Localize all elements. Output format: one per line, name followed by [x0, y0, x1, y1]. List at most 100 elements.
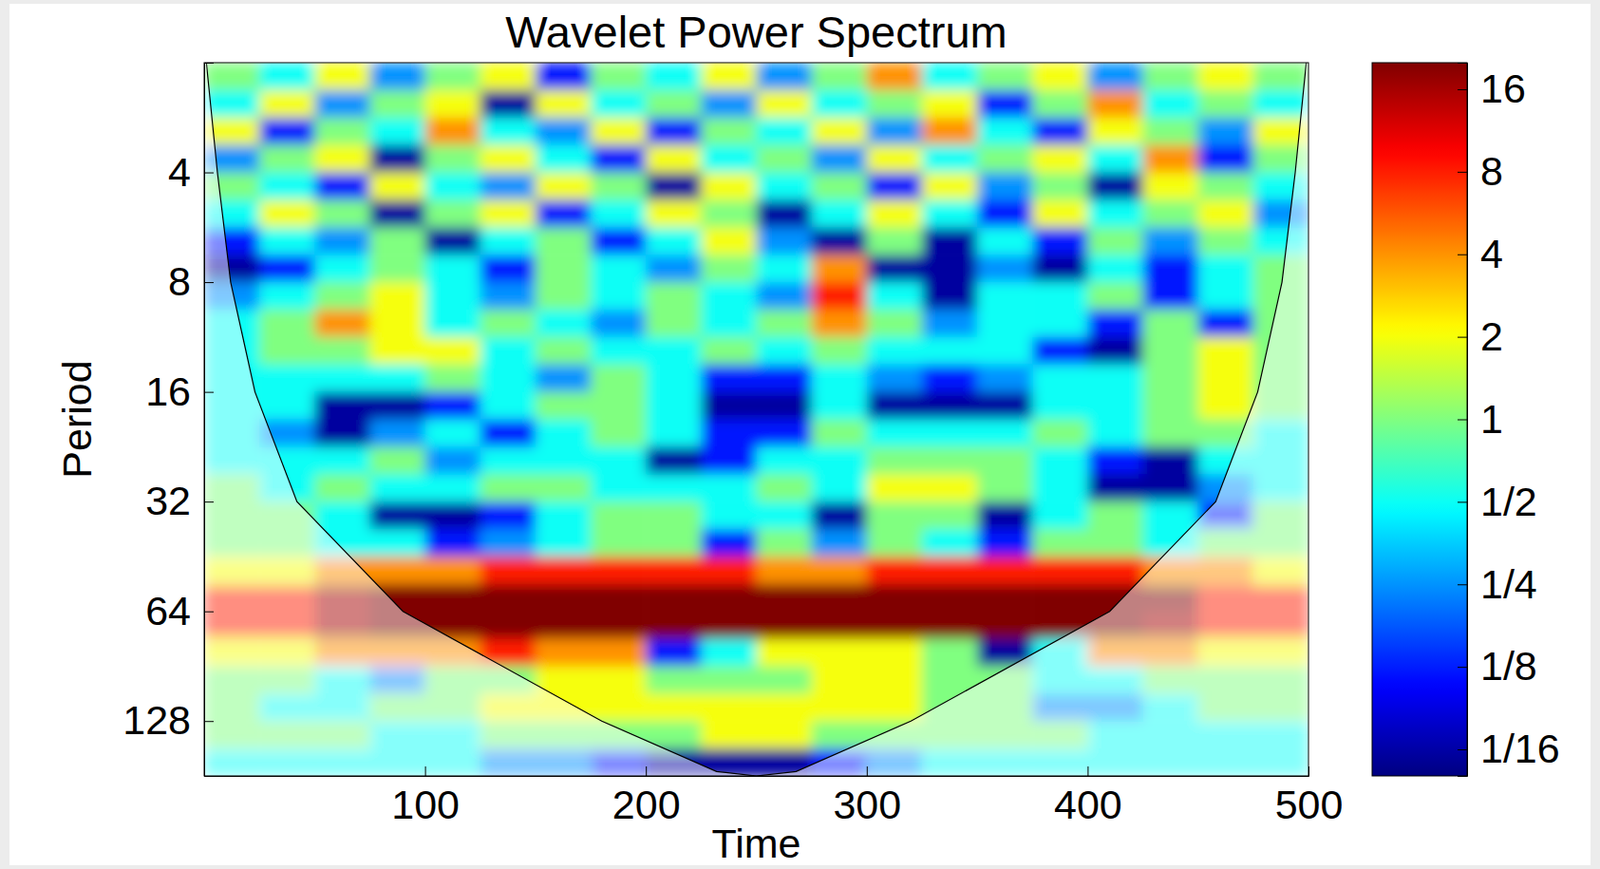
- heatmap-cell: [866, 172, 923, 202]
- heatmap-cell: [1032, 200, 1089, 228]
- heatmap-cell: [535, 117, 592, 146]
- y-tick-label: 64: [145, 587, 191, 634]
- heatmap-cell: [922, 583, 979, 612]
- heatmap-cell: [866, 254, 923, 283]
- heatmap-cell: [425, 446, 482, 474]
- colorbar-tick-mark: [1457, 749, 1468, 751]
- colorbar-tick: 8: [1457, 148, 1504, 194]
- heatmap-cell: [811, 200, 868, 228]
- heatmap-cell: [645, 309, 702, 338]
- heatmap-cell: [425, 337, 482, 365]
- heatmap-cell: [645, 254, 702, 283]
- heatmap-cell: [645, 200, 702, 228]
- heatmap-cell: [700, 254, 757, 283]
- heatmap-cell: [700, 172, 757, 202]
- heatmap-cell: [922, 337, 979, 365]
- heatmap-cell: [590, 309, 647, 338]
- heatmap-cell: [590, 473, 647, 502]
- heatmap-cell: [1143, 62, 1200, 92]
- colorbar-tick: 1/16: [1457, 725, 1561, 772]
- heatmap-cell: [314, 419, 371, 448]
- heatmap-cell: [1032, 446, 1089, 474]
- heatmap-cell: [977, 254, 1034, 283]
- heatmap-cell: [811, 172, 868, 202]
- heatmap-cell: [977, 172, 1034, 202]
- heatmap-cell: [1087, 392, 1144, 421]
- heatmap-cell: [700, 62, 757, 92]
- heatmap-cell: [1032, 309, 1089, 338]
- heatmap-cell: [811, 639, 868, 667]
- heatmap-cell: [811, 556, 868, 585]
- heatmap-cell: [922, 639, 979, 667]
- heatmap-cell: [259, 226, 316, 255]
- heatmap-cell: [756, 172, 813, 202]
- heatmap-cell: [1087, 419, 1144, 448]
- heatmap-cell: [977, 309, 1034, 338]
- heatmap-cell: [369, 282, 426, 310]
- heatmap-cell: [314, 282, 371, 310]
- heatmap-cell: [1198, 144, 1255, 173]
- heatmap-cell: [811, 337, 868, 365]
- heatmap-cell: [590, 501, 647, 529]
- heatmap-cell: [204, 62, 261, 92]
- colorbar-tick-mark: [1457, 89, 1468, 91]
- heatmap-cell: [204, 90, 261, 118]
- heatmap-cell: [369, 90, 426, 118]
- heatmap-cell: [922, 419, 979, 448]
- heatmap-cell: [700, 528, 757, 557]
- heatmap-cell: [425, 172, 482, 202]
- heatmap-cell: [535, 446, 592, 474]
- heatmap-cell: [314, 364, 371, 394]
- heatmap-cell: [700, 501, 757, 529]
- heatmap-cell: [425, 309, 482, 338]
- heatmap-cell: [425, 90, 482, 118]
- x-tick-mark: [866, 766, 868, 776]
- heatmap-cell: [369, 309, 426, 338]
- heatmap-cell: [645, 583, 702, 612]
- heatmap-cell: [866, 665, 923, 694]
- heatmap-cell: [866, 419, 923, 448]
- heatmap-cell: [922, 200, 979, 228]
- heatmap-cell: [700, 309, 757, 338]
- heatmap-cell: [1032, 144, 1089, 173]
- heatmap-cell: [977, 337, 1034, 365]
- heatmap-cell: [922, 309, 979, 338]
- heatmap-cell: [369, 144, 426, 173]
- heatmap-cell: [1032, 556, 1089, 585]
- heatmap-cell: [425, 117, 482, 146]
- x-tick-label: 100: [391, 781, 460, 828]
- heatmap-cell: [811, 583, 868, 612]
- heatmap-cell: [369, 501, 426, 529]
- heatmap-cell: [259, 62, 316, 92]
- heatmap-cell: [480, 583, 537, 612]
- heatmap-cell: [922, 90, 979, 118]
- heatmap-cell: [369, 473, 426, 502]
- heatmap-cell: [756, 337, 813, 365]
- heatmap-cell: [314, 117, 371, 146]
- heatmap-cell: [977, 446, 1034, 474]
- heatmap-cell: [480, 117, 537, 146]
- heatmap-cell: [535, 583, 592, 612]
- heatmap-cell: [700, 117, 757, 146]
- heatmap-cell: [1032, 392, 1089, 421]
- heatmap-cell: [1032, 172, 1089, 202]
- heatmap-cell: [590, 528, 647, 557]
- heatmap-cell: [535, 611, 592, 640]
- plot-frame: [204, 62, 1309, 776]
- y-tick-label: 128: [122, 696, 191, 743]
- heatmap-cell: [314, 226, 371, 255]
- heatmap-cell: [1143, 501, 1200, 529]
- heatmap-cell: [1032, 282, 1089, 310]
- x-tick-label: 400: [1054, 781, 1123, 828]
- heatmap-cell: [535, 337, 592, 365]
- heatmap-cell: [314, 62, 371, 92]
- x-tick-label: 200: [612, 781, 681, 828]
- heatmap-cell: [1143, 364, 1200, 394]
- colorbar-tick-label: 1/4: [1480, 561, 1538, 607]
- heatmap-cell: [1198, 254, 1255, 283]
- heatmap-cell: [314, 446, 371, 474]
- heatmap-cell: [977, 200, 1034, 228]
- heatmap-cell: [1253, 62, 1309, 92]
- heatmap-cell: [1143, 226, 1200, 255]
- heatmap-cell: [590, 200, 647, 228]
